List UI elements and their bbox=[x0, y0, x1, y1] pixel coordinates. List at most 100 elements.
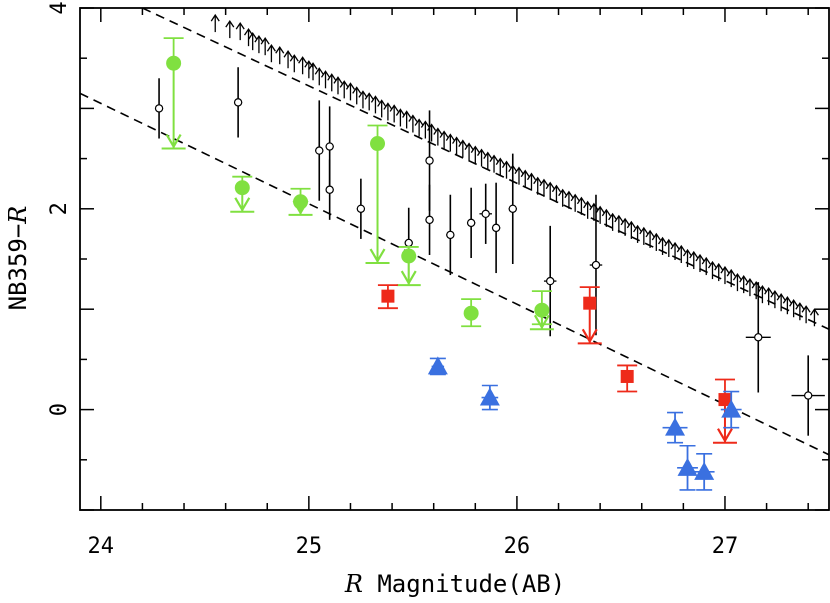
lower-limit-arrow bbox=[370, 95, 380, 114]
lower-limit-arrow bbox=[570, 193, 580, 212]
lower-limit-arrow bbox=[501, 160, 512, 179]
blue-data-point bbox=[720, 390, 742, 429]
lower-limit-arrow bbox=[776, 293, 786, 312]
black-data-point bbox=[466, 187, 476, 258]
lower-limit-arrow bbox=[358, 90, 368, 109]
lower-limit-arrow bbox=[514, 166, 524, 185]
arrow-head bbox=[383, 102, 393, 110]
lower-limit-arrow bbox=[739, 274, 749, 294]
lower-limit-arrow bbox=[520, 169, 530, 188]
arrow-head bbox=[670, 241, 680, 250]
arrow-head bbox=[614, 214, 624, 223]
black-data-point bbox=[356, 178, 366, 239]
lower-limit-arrow bbox=[595, 205, 605, 224]
lower-limit-arrow bbox=[526, 172, 537, 191]
black-data-point bbox=[233, 67, 243, 138]
arrow-head bbox=[676, 244, 686, 253]
lower-limit-arrow bbox=[757, 284, 767, 304]
lower-limit-arrow bbox=[801, 305, 811, 324]
arrow-head bbox=[289, 54, 299, 62]
lower-limit-arrow bbox=[658, 236, 668, 255]
black-data-point bbox=[425, 110, 434, 211]
lower-limit-arrow bbox=[707, 260, 718, 280]
arrow-head bbox=[464, 142, 474, 150]
arrow-head bbox=[489, 154, 499, 163]
arrow-head bbox=[458, 139, 468, 147]
arrow-head bbox=[445, 133, 455, 141]
point-marker bbox=[325, 142, 334, 151]
arrow-head bbox=[545, 181, 555, 190]
point-marker bbox=[325, 185, 334, 194]
lower-limit-arrow bbox=[545, 181, 555, 200]
black-data-point bbox=[745, 282, 771, 393]
point-marker bbox=[721, 399, 742, 418]
lower-limit-arrow bbox=[243, 27, 254, 47]
arrow-head bbox=[739, 274, 749, 283]
lower-limit-arrow bbox=[283, 50, 293, 69]
arrow-head bbox=[248, 31, 258, 40]
lower-limit-arrow bbox=[352, 86, 362, 105]
blue-data-point bbox=[662, 411, 688, 444]
arrow-head bbox=[714, 262, 724, 271]
black-data-point bbox=[154, 78, 164, 139]
arrow-head bbox=[358, 90, 368, 98]
lower-limit-arrow bbox=[533, 176, 543, 195]
lower-limit-arrow bbox=[420, 120, 430, 139]
arrow-head bbox=[626, 220, 636, 229]
lower-limit-arrow bbox=[333, 76, 343, 95]
arrow-head bbox=[345, 82, 356, 90]
lower-limit-arrow bbox=[745, 277, 755, 297]
lower-limit-arrow bbox=[464, 142, 474, 161]
lower-limit-arrow bbox=[539, 178, 549, 197]
arrow-head bbox=[551, 184, 561, 193]
black-data-point bbox=[325, 159, 334, 220]
lower-limit-arrow bbox=[445, 133, 455, 152]
arrow-head bbox=[639, 226, 649, 235]
black-point-series bbox=[154, 67, 825, 436]
arrow-head bbox=[658, 236, 668, 245]
arrow-head bbox=[439, 130, 449, 138]
arrow-head bbox=[601, 208, 611, 217]
blue-data-point bbox=[693, 452, 715, 491]
lower-limit-arrow bbox=[809, 308, 819, 327]
lower-limit-arrow bbox=[701, 256, 711, 276]
lower-limit-arrow bbox=[458, 139, 468, 158]
black-data-point bbox=[479, 183, 492, 244]
blue-data-point bbox=[677, 444, 698, 491]
arrow-head bbox=[583, 200, 593, 209]
black-data-point bbox=[508, 153, 517, 265]
lower-limit-arrow bbox=[383, 102, 393, 121]
lower-limit-arrow bbox=[614, 214, 624, 233]
red-data-point bbox=[577, 286, 602, 345]
lower-limit-arrow bbox=[327, 73, 337, 92]
point-marker bbox=[425, 156, 434, 165]
point-marker bbox=[491, 223, 501, 233]
blue-data-point bbox=[427, 356, 448, 376]
black-data-point bbox=[491, 182, 501, 274]
arrow-head bbox=[483, 151, 493, 159]
limit-arrow-head bbox=[234, 197, 251, 212]
lower-limit-arrow bbox=[583, 200, 593, 219]
lower-limit-arrow bbox=[495, 157, 505, 176]
green-data-point bbox=[461, 298, 482, 328]
lower-limit-arrow bbox=[664, 238, 674, 257]
limit-arrow-head bbox=[533, 314, 550, 330]
arrow-head bbox=[539, 178, 549, 187]
arrow-head bbox=[389, 104, 399, 112]
point-marker bbox=[481, 209, 490, 219]
point-marker bbox=[315, 146, 324, 155]
arrow-head bbox=[414, 118, 424, 126]
arrow-head bbox=[260, 37, 270, 45]
lower-limit-arrow bbox=[764, 287, 774, 306]
limit-arrow-head bbox=[369, 248, 386, 264]
lower-limit-arrow bbox=[645, 229, 655, 248]
lower-limit-arrow bbox=[389, 104, 399, 123]
lower-limit-arrow bbox=[682, 248, 693, 268]
point-marker bbox=[356, 204, 366, 213]
arrow-head bbox=[620, 217, 630, 226]
lower-limit-arrow bbox=[289, 54, 299, 73]
lower-limit-arrow bbox=[210, 13, 220, 33]
arrow-head bbox=[470, 145, 480, 153]
arrow-head bbox=[402, 110, 412, 118]
point-marker bbox=[718, 393, 732, 407]
